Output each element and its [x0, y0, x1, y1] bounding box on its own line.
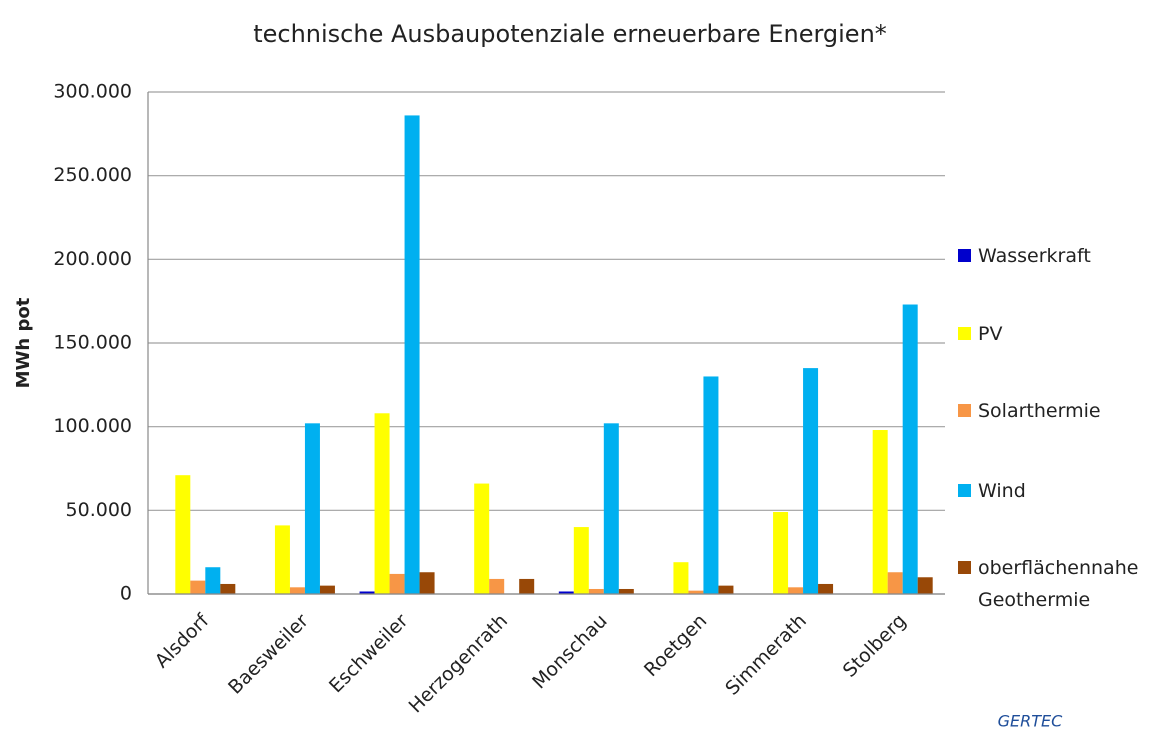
bar	[917, 577, 933, 594]
bar	[603, 423, 619, 594]
bar	[788, 587, 804, 594]
y-tick-label: 300.000	[53, 81, 132, 103]
bar	[304, 423, 320, 594]
bar	[359, 591, 375, 594]
bar	[718, 585, 734, 594]
bar	[902, 304, 918, 594]
chart-title: technische Ausbaupotenziale erneuerbare …	[253, 20, 887, 48]
x-tick-label: Eschweiler	[325, 610, 413, 698]
legend-label: Wind	[978, 480, 1026, 502]
bar	[489, 578, 505, 594]
x-tick-label: Simmerath	[721, 610, 811, 700]
bar	[175, 475, 191, 594]
bar	[190, 580, 206, 594]
legend-swatch	[958, 484, 971, 497]
bar	[274, 525, 290, 594]
bar	[673, 562, 689, 594]
bar	[818, 583, 834, 594]
bar	[588, 588, 604, 594]
y-tick-label: 0	[120, 583, 132, 605]
y-tick-label: 150.000	[53, 332, 132, 354]
bar	[803, 368, 819, 594]
legend-label: Solarthermie	[978, 400, 1101, 422]
legend-label: Wasserkraft	[978, 245, 1091, 267]
x-tick-label: Alsdorf	[151, 609, 214, 672]
logo: GERTEC	[998, 712, 1064, 731]
legend-swatch	[958, 561, 971, 574]
bar	[389, 573, 405, 594]
bar	[703, 376, 719, 594]
bar	[289, 587, 305, 594]
x-tick-label: Roetgen	[640, 610, 711, 681]
legend-label: PV	[978, 323, 1003, 345]
x-tick-label: Baesweiler	[224, 610, 313, 699]
bar	[374, 413, 390, 594]
bar	[404, 115, 420, 594]
bar	[558, 591, 574, 594]
bar	[474, 483, 490, 594]
x-tick-label: Herzogenrath	[405, 610, 513, 718]
y-tick-label: 200.000	[53, 248, 132, 270]
bar	[618, 588, 634, 594]
y-axis-label: MWh pot	[13, 297, 34, 388]
y-tick-label: 100.000	[53, 415, 132, 437]
legend-swatch	[958, 327, 971, 340]
bar	[220, 583, 236, 594]
legend-swatch	[958, 249, 971, 262]
bar	[872, 430, 888, 594]
bar	[573, 527, 589, 594]
y-tick-label: 50.000	[66, 499, 132, 521]
x-tick-label: Stolberg	[839, 610, 911, 682]
bar	[205, 567, 221, 594]
x-tick-label: Monschau	[528, 610, 612, 694]
bar	[519, 578, 535, 594]
legend-swatch	[958, 404, 971, 417]
bar	[319, 585, 335, 594]
legend-label: oberflächennahe Geothermie	[978, 557, 1139, 611]
bar	[419, 572, 435, 594]
y-tick-label: 250.000	[53, 164, 132, 186]
bar	[688, 590, 704, 594]
bar	[887, 572, 903, 594]
bar	[773, 512, 789, 594]
